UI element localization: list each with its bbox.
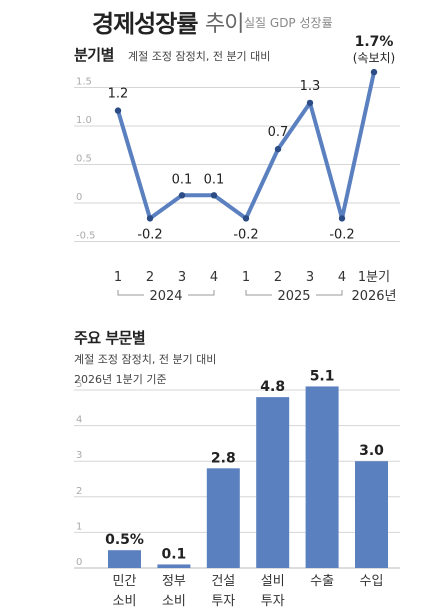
bar-section-note-1: 계절 조정 잠정치, 전 분기 대비 (74, 353, 217, 366)
x-tick-label: 1 (242, 270, 250, 285)
bar-category-label: 민간 (113, 574, 137, 589)
data-point (274, 145, 282, 153)
data-label: -0.2 (329, 227, 354, 242)
bar-category-label: 수입 (360, 574, 384, 589)
bar-category-label: 소비 (113, 594, 137, 609)
year-label: 2026년 (351, 289, 396, 304)
bar (206, 468, 240, 568)
line-section-note: 계절 조정 잠정치, 전 분기 대비 (128, 50, 271, 63)
line-ytick-label: 1.0 (76, 115, 92, 126)
x-tick-label: 4 (210, 270, 218, 285)
page-subtitle: 실질 GDP 성장률 (244, 16, 333, 30)
year-bracket (117, 290, 144, 296)
data-point (178, 192, 186, 199)
bar-value-label: 5.1 (310, 368, 335, 384)
x-tick-label: 3 (306, 270, 314, 285)
bar-category-label: 설비 (261, 574, 285, 589)
x-tick-label: 1분기 (358, 270, 390, 285)
data-point (338, 215, 346, 222)
bar-category-label: 건설 (211, 574, 235, 589)
data-label: 0.1 (172, 172, 193, 187)
data-label: -0.2 (137, 227, 162, 242)
year-bracket (188, 290, 215, 296)
data-label: 0.1 (204, 172, 225, 187)
line-ytick-label: 0 (76, 192, 82, 203)
bar-category-label: 정부 (162, 574, 186, 589)
x-tick-label: 4 (338, 270, 346, 285)
data-point (242, 215, 250, 222)
data-label: 1.7% (355, 34, 394, 50)
x-tick-label: 2 (146, 270, 154, 285)
bar-ytick-label: 2 (76, 486, 82, 497)
bar-section-title: 주요 부문별 (74, 329, 146, 347)
bar-value-label: 0.1 (161, 546, 186, 562)
line-section-title: 분기별 (74, 46, 114, 64)
page-title: 경제성장률 (92, 10, 198, 38)
bar-ytick-label: 5 (76, 379, 82, 390)
bar-ytick-label: 1 (76, 521, 82, 532)
data-label: 0.7 (268, 125, 289, 140)
year-label: 2024 (149, 289, 182, 304)
bar-ytick-label: 3 (76, 450, 82, 461)
bar-section-note-2: 2026년 1분기 기준 (74, 373, 167, 386)
data-label-note: (속보치) (353, 51, 395, 65)
data-label: 1.2 (108, 87, 129, 102)
data-point (146, 215, 154, 222)
bar-category-label: 투자 (211, 594, 235, 609)
bar (108, 550, 141, 568)
bar-value-label: 0.5% (105, 532, 144, 548)
bar-value-label: 2.8 (211, 450, 236, 466)
data-point (114, 107, 122, 114)
data-point (210, 192, 218, 199)
bar (256, 397, 290, 568)
year-label: 2025 (277, 289, 310, 304)
bar (157, 564, 191, 568)
bar-category-label: 수출 (310, 574, 334, 589)
bar-value-label: 4.8 (260, 379, 285, 395)
line-ytick-label: 0.5 (76, 154, 92, 165)
line-ytick-label: 1.5 (76, 77, 92, 88)
data-point (370, 68, 378, 76)
bar-category-label: 소비 (162, 594, 186, 609)
data-label: -0.2 (233, 227, 258, 242)
x-tick-label: 3 (178, 270, 186, 285)
year-bracket (245, 290, 272, 296)
x-tick-label: 1 (114, 270, 122, 285)
data-point (306, 99, 314, 107)
line-ytick-label: -0.5 (76, 231, 96, 242)
page-title-suffix: 추이 (205, 12, 244, 37)
bar-value-label: 3.0 (359, 443, 384, 459)
x-tick-label: 2 (274, 270, 282, 285)
year-bracket (316, 290, 343, 296)
data-label: 1.3 (300, 79, 321, 94)
bar-ytick-label: 0 (76, 557, 82, 568)
bar-ytick-label: 4 (76, 415, 82, 426)
bar (355, 461, 388, 568)
bar (305, 386, 339, 568)
bar-category-label: 투자 (261, 594, 285, 609)
